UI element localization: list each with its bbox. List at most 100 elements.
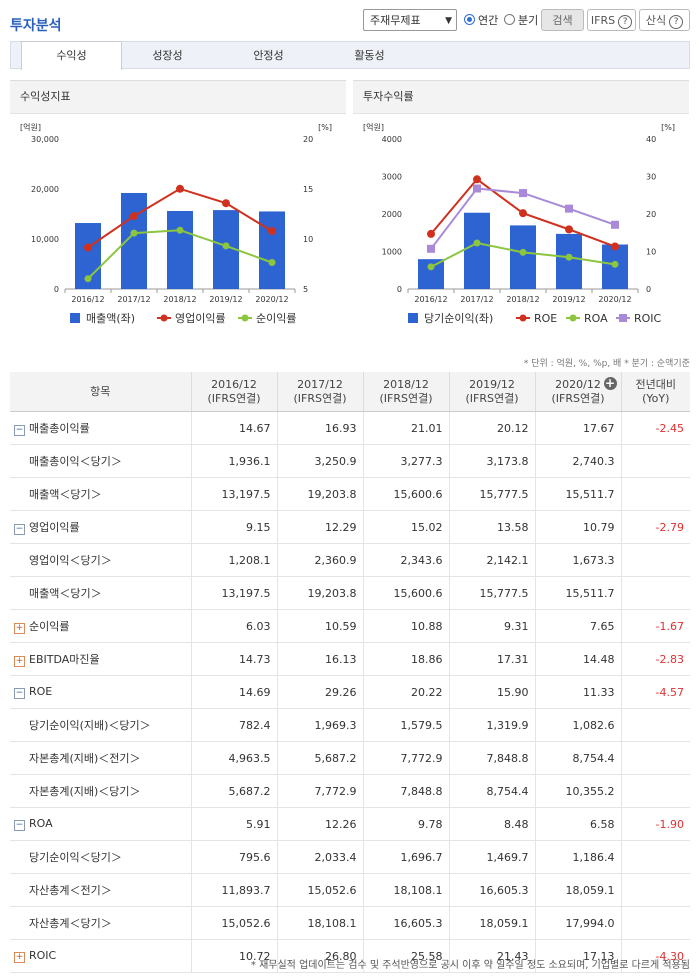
search-button[interactable]: 검색 [541, 9, 584, 31]
radio-annual[interactable]: 연간 [464, 12, 498, 28]
tab-activity[interactable]: 활동성 [354, 49, 385, 62]
row-label-text: 당기순이익＜당기＞ [29, 851, 122, 864]
table-row: 매출액＜당기＞ 13,197.5 19,203.8 15,600.6 15,777.5 1… [10, 477, 690, 511]
value-cell: 15,600.6 [362, 576, 449, 610]
value-cell: 18,108.1 [362, 873, 449, 907]
value-cell: 7,772.9 [276, 774, 363, 808]
row-label[interactable]: + EBITDA마진율 [10, 642, 191, 676]
x-tick-label: 2016/12 [414, 295, 447, 304]
formula-label: 산식 [645, 14, 667, 27]
yoy-cell [620, 840, 690, 874]
series-point [222, 199, 230, 208]
y-right-tick: 10 [303, 235, 313, 244]
series-point [519, 209, 527, 218]
value-cell: 12.29 [276, 510, 363, 544]
row-label: 매출액＜당기＞ [10, 576, 191, 610]
value-cell: 19,203.8 [276, 477, 363, 511]
yoy-cell [620, 906, 690, 940]
row-label: 매출액＜당기＞ [10, 477, 191, 511]
row-label[interactable]: − 영업이익률 [10, 510, 191, 544]
tab-growth[interactable]: 성장성 [152, 49, 183, 62]
row-label: 매출총이익＜당기＞ [10, 444, 191, 478]
radio-quarter-label: 분기 [518, 14, 539, 27]
series-point [611, 220, 619, 229]
row-label-text: ROA [29, 817, 53, 830]
yoy-cell [620, 774, 690, 808]
value-cell: 15,052.6 [276, 873, 363, 907]
legend-swatch [160, 314, 168, 322]
row-label[interactable]: − ROA [10, 807, 191, 841]
row-label[interactable]: + ROIC [10, 939, 191, 973]
ifrs-help-button[interactable]: IFRS? [587, 9, 636, 31]
row-label-text: 자산총계＜당기＞ [29, 917, 112, 930]
tab-stability[interactable]: 안정성 [253, 49, 284, 62]
yoy-cell: -4.30 [620, 939, 690, 973]
financial-table: 항목 2016/12 (IFRS연결) 2017/12 (IFRS연결) 2018/… [10, 372, 690, 973]
return-chart: [억원] [%] 4000 3000 2000 1000 0 40 30 20 10 0 2016/12… [363, 122, 675, 325]
value-cell: 5,687.2 [276, 741, 363, 775]
value-cell: 29.26 [276, 675, 363, 709]
value-cell: 8.48 [448, 807, 535, 841]
value-cell: 17,994.0 [534, 906, 621, 940]
series-point [427, 263, 435, 271]
bar [167, 210, 193, 289]
value-cell: 16.93 [276, 411, 363, 445]
collapse-icon[interactable]: − [14, 820, 25, 831]
value-cell: 7,848.8 [448, 741, 535, 775]
series-point [473, 239, 481, 247]
y-right-unit: [%] [318, 123, 332, 132]
expand-icon[interactable]: + [14, 952, 25, 963]
formula-help-button[interactable]: 산식? [639, 9, 690, 31]
table-row: + ROIC 10.72 26.80 25.58 21.43 17.13 -4.30 [10, 939, 690, 973]
row-label-text: EBITDA마진율 [29, 653, 100, 666]
value-cell: 11,893.7 [190, 873, 277, 907]
series-point [519, 189, 527, 198]
x-tick-label: 2016/12 [71, 295, 104, 304]
legend-label: ROE [534, 312, 557, 325]
row-label[interactable]: − 매출총이익률 [10, 411, 191, 445]
radio-quarter[interactable]: 분기 [504, 12, 538, 28]
expand-icon[interactable]: + [14, 623, 25, 634]
expand-icon[interactable]: + [14, 656, 25, 667]
collapse-icon[interactable]: − [14, 524, 25, 535]
header-period: 2018/12 (IFRS연결) [362, 372, 449, 412]
row-label[interactable]: − ROE [10, 675, 191, 709]
row-label: 자본총계(지배)＜당기＞ [10, 774, 191, 808]
series-point [130, 229, 138, 237]
bar [556, 233, 582, 289]
value-cell: 9.15 [190, 510, 277, 544]
series-point [268, 227, 276, 236]
statement-type-select[interactable]: 주재무제표 ▼ [363, 9, 457, 31]
row-label-text: ROIC [29, 949, 57, 962]
chart-title: 투자수익률 [353, 81, 689, 114]
profitability-chart-panel: 수익성지표 [억원] [%] 30,000 20,000 10,000 0 20 15 10 5 2… [10, 80, 346, 339]
add-column-icon[interactable]: + [603, 376, 617, 390]
y-left-tick: 0 [54, 285, 59, 294]
value-cell: 10.72 [190, 939, 277, 973]
table-row: 자본총계(지배)＜전기＞ 4,963.5 5,687.2 7,772.9 7,848.8… [10, 741, 690, 775]
row-label: 당기순이익(지배)＜당기＞ [10, 708, 191, 742]
value-cell: 1,082.6 [534, 708, 621, 742]
row-label[interactable]: + 순이익률 [10, 609, 191, 643]
legend-label: 매출액(좌) [86, 312, 135, 325]
tab-profitability[interactable]: 수익성 [21, 41, 122, 70]
value-cell: 14.67 [190, 411, 277, 445]
series-point [130, 212, 138, 221]
row-label-text: 매출액＜당기＞ [29, 488, 102, 501]
series-point [84, 243, 92, 252]
collapse-icon[interactable]: − [14, 425, 25, 436]
row-label-text: 자본총계(지배)＜당기＞ [29, 785, 141, 798]
collapse-icon[interactable]: − [14, 688, 25, 699]
return-chart-panel: 투자수익률 [억원] [%] 4000 3000 2000 1000 0 40 30 20 10 0 2… [353, 80, 689, 339]
value-cell: 1,696.7 [362, 840, 449, 874]
table-row: 영업이익＜당기＞ 1,208.1 2,360.9 2,343.6 2,142.1 1,67… [10, 543, 690, 577]
value-cell: 16,605.3 [362, 906, 449, 940]
value-cell: 4,963.5 [190, 741, 277, 775]
value-cell: 782.4 [190, 708, 277, 742]
y-left-tick: 1000 [382, 248, 402, 257]
value-cell: 8,754.4 [534, 741, 621, 775]
radio-annual-label: 연간 [478, 14, 499, 27]
series-point [611, 242, 619, 251]
y-left-tick: 2000 [382, 210, 402, 219]
value-cell: 10.79 [534, 510, 621, 544]
